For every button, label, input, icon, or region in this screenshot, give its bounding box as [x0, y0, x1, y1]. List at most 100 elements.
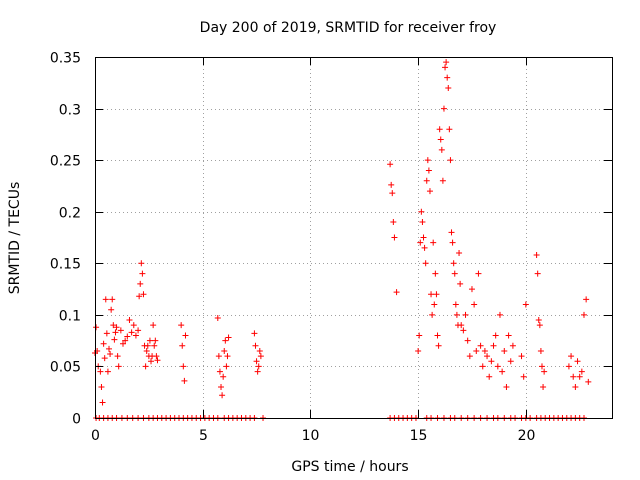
y-tick-label: 0.15: [50, 257, 81, 273]
data-point: [464, 337, 471, 344]
data-point: [154, 357, 161, 364]
data-point: [143, 347, 150, 354]
data-point: [536, 322, 543, 329]
data-point: [466, 353, 473, 360]
data-point: [393, 289, 400, 296]
data-point: [107, 351, 114, 358]
data-point: [109, 296, 116, 303]
data-point: [473, 347, 480, 354]
x-tick-label: 0: [91, 428, 100, 444]
data-point: [585, 378, 592, 385]
data-point: [518, 353, 525, 360]
data-point: [424, 157, 431, 164]
data-point: [179, 342, 186, 349]
data-point: [216, 368, 223, 375]
data-point: [418, 208, 425, 215]
data-point: [430, 239, 437, 246]
data-point: [416, 332, 423, 339]
data-points: [92, 59, 592, 421]
data-point: [507, 358, 514, 365]
data-point: [222, 337, 229, 344]
data-point: [219, 392, 226, 399]
data-point: [471, 301, 478, 308]
data-point: [443, 59, 450, 66]
data-point: [468, 286, 475, 293]
data-point: [417, 239, 424, 246]
data-point: [218, 384, 225, 391]
x-tick-label: 10: [302, 428, 320, 444]
data-point: [98, 384, 105, 391]
grid: [95, 57, 612, 418]
data-point: [100, 340, 107, 347]
y-tick-label: 0: [72, 412, 81, 428]
data-point: [101, 355, 108, 362]
axis-ticks: 0 0.05 0.1 0.15 0.2 0.25 0.3 0.35 0 5 10 15 20: [50, 51, 612, 444]
data-point: [501, 347, 508, 354]
data-point: [224, 353, 231, 360]
data-point: [534, 270, 541, 277]
data-point: [457, 280, 464, 287]
data-point: [120, 340, 127, 347]
data-point: [182, 332, 189, 339]
data-point: [481, 347, 488, 354]
data-point: [429, 311, 436, 318]
data-point: [442, 64, 449, 71]
data-point: [451, 270, 458, 277]
data-point: [108, 306, 115, 313]
data-point: [138, 260, 145, 267]
data-point: [97, 368, 104, 375]
data-point: [572, 384, 579, 391]
data-point: [113, 324, 120, 331]
data-point: [522, 301, 529, 308]
data-point: [93, 324, 100, 331]
data-point: [253, 358, 260, 365]
data-point: [124, 333, 131, 340]
data-point: [220, 373, 227, 380]
data-point: [150, 322, 157, 329]
data-point: [437, 136, 444, 143]
x-tick-label: 20: [518, 428, 536, 444]
data-point: [117, 327, 124, 334]
data-point: [436, 126, 443, 133]
data-point: [496, 311, 503, 318]
data-point: [438, 146, 445, 153]
chart-title: Day 200 of 2019, SRMTID for receiver fro…: [200, 20, 497, 36]
data-point: [520, 373, 527, 380]
data-point: [180, 363, 187, 370]
y-tick-label: 0.3: [59, 103, 81, 119]
data-point: [440, 105, 447, 112]
data-point: [475, 270, 482, 277]
data-point: [509, 342, 516, 349]
data-point: [580, 311, 587, 318]
data-point: [450, 260, 457, 267]
data-point: [447, 157, 454, 164]
data-point: [136, 293, 143, 300]
data-point: [503, 384, 510, 391]
data-point: [152, 337, 159, 344]
y-tick-label: 0.05: [50, 360, 81, 376]
data-point: [444, 74, 451, 81]
data-point: [570, 373, 577, 380]
data-point: [460, 327, 467, 334]
data-point: [415, 347, 422, 354]
data-point: [111, 336, 118, 343]
data-point: [388, 181, 395, 188]
y-tick-label: 0.1: [59, 309, 81, 325]
data-point: [535, 317, 542, 324]
data-point: [462, 311, 469, 318]
data-point: [252, 342, 259, 349]
y-tick-label: 0.25: [50, 154, 81, 170]
data-point: [452, 301, 459, 308]
data-point: [128, 329, 135, 336]
data-point: [568, 353, 575, 360]
y-tick-label: 0.35: [50, 51, 81, 67]
data-point: [391, 234, 398, 241]
data-point: [139, 270, 146, 277]
data-point: [151, 342, 158, 349]
data-point: [254, 368, 261, 375]
data-point: [225, 334, 232, 341]
data-point: [104, 368, 111, 375]
data-point: [103, 330, 110, 337]
data-point: [181, 377, 188, 384]
